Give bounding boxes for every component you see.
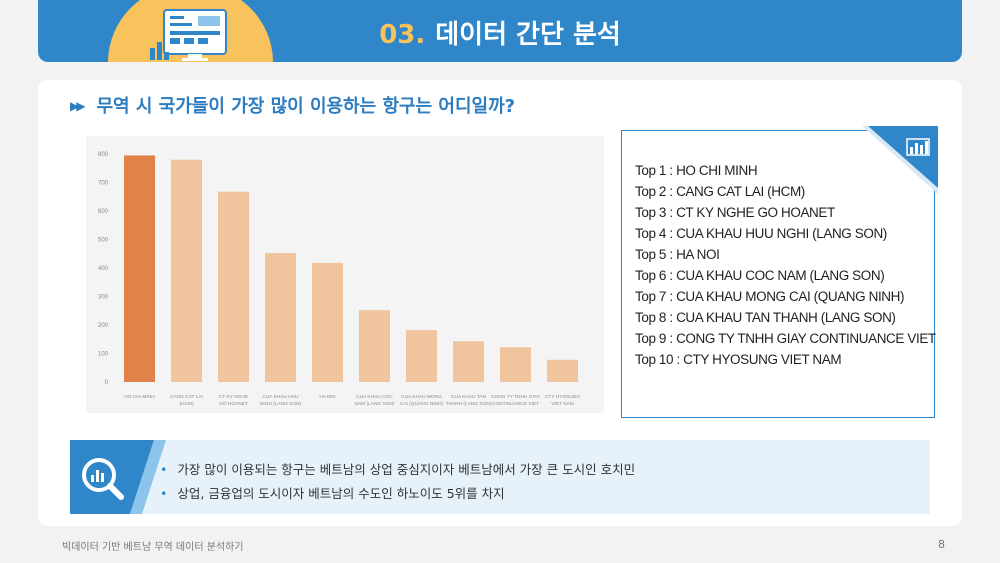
bar bbox=[264, 253, 297, 382]
bar bbox=[123, 155, 156, 382]
x-tick-label: CUA KHAU MONG bbox=[401, 394, 442, 400]
bar bbox=[499, 347, 532, 382]
x-tick-label: THANH (LANG SON) bbox=[446, 401, 492, 407]
list-item: Top 6 : CUA KHAU COC NAM (LANG SON) bbox=[635, 268, 885, 283]
top-ports-list: Top 1 : HO CHI MINH Top 2 : CANG CAT LAI… bbox=[635, 160, 936, 370]
bar bbox=[452, 341, 485, 382]
x-tick-label: VIET NAM bbox=[551, 401, 574, 407]
top-list-box bbox=[621, 130, 935, 418]
bar bbox=[546, 359, 579, 382]
section-number: 03. bbox=[379, 20, 426, 50]
x-tick-label: CANG CAT LAI bbox=[170, 394, 203, 400]
magnifier-chart-icon bbox=[70, 440, 166, 514]
bar-chart-icon bbox=[862, 126, 938, 194]
x-tick-label: HA NOI bbox=[319, 394, 335, 400]
y-tick-label: 600 bbox=[98, 209, 109, 215]
bar bbox=[358, 310, 391, 382]
list-item: Top 7 : CUA KHAU MONG CAI (QUANG NINH) bbox=[635, 289, 905, 304]
x-tick-label: CAI (QUANG NINH) bbox=[400, 401, 444, 407]
list-item: Top 10 : CTY HYOSUNG VIET NAM bbox=[635, 352, 842, 367]
page-title: 03. 데이터 간단 분석 bbox=[0, 14, 1000, 51]
bar bbox=[405, 330, 438, 382]
x-tick-label: CUA KHAU HUU bbox=[262, 394, 299, 400]
list-item: Top 8 : CUA KHAU TAN THANH (LANG SON) bbox=[635, 310, 896, 325]
y-tick-label: 300 bbox=[98, 295, 109, 301]
y-tick-label: 500 bbox=[98, 238, 109, 244]
list-item: Top 3 : CT KY NGHE GO HOANET bbox=[635, 205, 835, 220]
y-tick-label: 100 bbox=[98, 352, 109, 358]
footer-caption: 빅데이터 기반 베트남 무역 데이터 분석하기 bbox=[62, 542, 244, 553]
bar bbox=[311, 262, 344, 382]
x-tick-label: (HCM) bbox=[179, 401, 194, 407]
question-text: 무역 시 국가들이 가장 많이 이용하는 항구는 어디일까? bbox=[96, 96, 516, 117]
bar bbox=[170, 159, 203, 382]
list-item: Top 5 : HA NOI bbox=[635, 247, 720, 262]
x-tick-label: CTY HYOSUNG bbox=[545, 394, 580, 400]
x-tick-label: CUA KHAU COC bbox=[356, 394, 393, 400]
y-tick-label: 400 bbox=[98, 266, 109, 272]
y-tick-label: 200 bbox=[98, 323, 109, 329]
bar bbox=[217, 191, 250, 382]
x-tick-label: GO HOANET bbox=[219, 401, 248, 407]
y-tick-label: 800 bbox=[98, 152, 109, 158]
port-usage-bar-chart: 0 100 200 300 400 500 600 700 800 HO CHI MINH CANG… bbox=[98, 152, 580, 407]
chart-container: 0 100 200 300 400 500 600 700 800 HO CHI MINH CANG… bbox=[86, 136, 604, 413]
monitor-chart-icon bbox=[108, 0, 273, 62]
x-tick-label: NGHI (LANG SON) bbox=[260, 401, 302, 407]
x-tick-label: HO CHI MINH bbox=[124, 394, 155, 400]
y-tick-label: 700 bbox=[98, 181, 109, 187]
x-tick-label: CONG TY TNHH GIAY bbox=[491, 394, 540, 400]
summary-item: 가장 많이 이용되는 항구는 베트남의 상업 중심지이자 베트남에서 가장 큰 … bbox=[160, 458, 635, 482]
section-title: 데이터 간단 분석 bbox=[435, 20, 621, 50]
y-tick-label: 0 bbox=[105, 380, 109, 386]
list-item: Top 9 : CONG TY TNHH GIAY CONTINUANCE VI… bbox=[635, 331, 936, 346]
x-tick-label: NAM (LANG SON) bbox=[355, 401, 395, 407]
summary-list: 가장 많이 이용되는 항구는 베트남의 상업 중심지이자 베트남에서 가장 큰 … bbox=[160, 458, 635, 506]
x-tick-label: CUA KHAU TAN bbox=[451, 394, 487, 400]
question-heading: ▶▶ 무역 시 국가들이 가장 많이 이용하는 항구는 어디일까? bbox=[70, 92, 515, 118]
x-tick-label: CONTINUANCE VIET bbox=[492, 401, 539, 407]
page-number: 8 bbox=[938, 538, 945, 551]
list-item: Top 4 : CUA KHAU HUU NGHI (LANG SON) bbox=[635, 226, 887, 241]
double-arrow-icon: ▶▶ bbox=[70, 99, 86, 113]
summary-item: 상업, 금융업의 도시이자 베트남의 수도인 하노이도 5위를 차지 bbox=[160, 482, 635, 506]
list-item: Top 1 : HO CHI MINH bbox=[635, 163, 758, 178]
list-item: Top 2 : CANG CAT LAI (HCM) bbox=[635, 184, 805, 199]
x-tick-label: CT KY NGHE bbox=[219, 394, 248, 400]
